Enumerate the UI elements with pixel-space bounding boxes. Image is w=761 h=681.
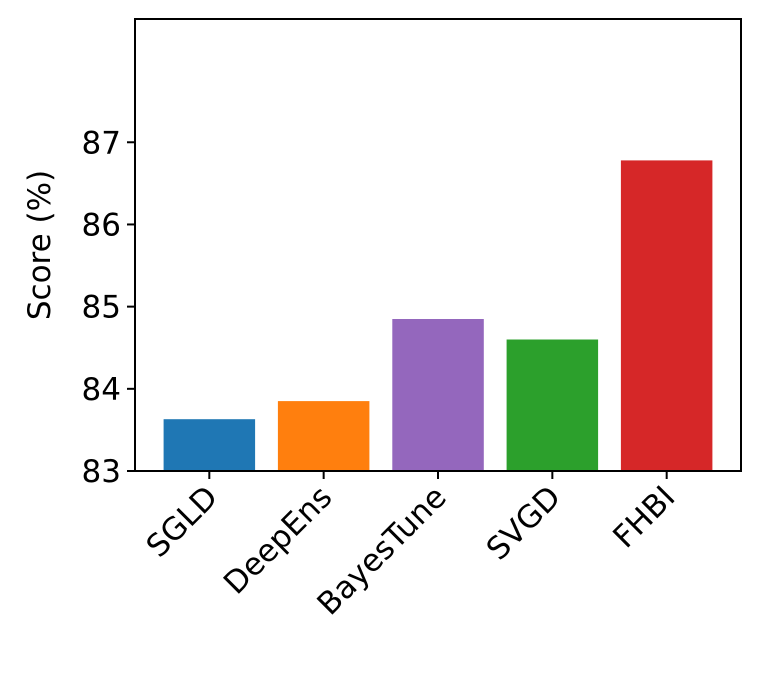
bar-sgld (163, 419, 256, 471)
y-tick-label: 87 (82, 125, 121, 161)
y-tick-label: 84 (82, 372, 121, 408)
y-axis-label: Score (%) (22, 170, 58, 320)
y-tick-label: 83 (82, 454, 121, 490)
x-tick-label: SVGD (480, 479, 568, 567)
y-tick-label: 86 (82, 207, 121, 243)
plot-frame (134, 18, 742, 472)
bar-deepens (277, 401, 370, 471)
x-tick-label: SGLD (140, 479, 225, 564)
bar-svgd (506, 339, 599, 471)
bar-fhbi (620, 160, 713, 471)
y-axis-ticks: 83 84 85 86 87 (82, 125, 135, 490)
y-tick-label: 85 (82, 290, 121, 326)
x-tick-label: FHBI (606, 479, 682, 555)
bar-group (163, 160, 713, 471)
x-tick-label: DeepEns (217, 479, 339, 601)
bar-bayestune (392, 319, 484, 471)
